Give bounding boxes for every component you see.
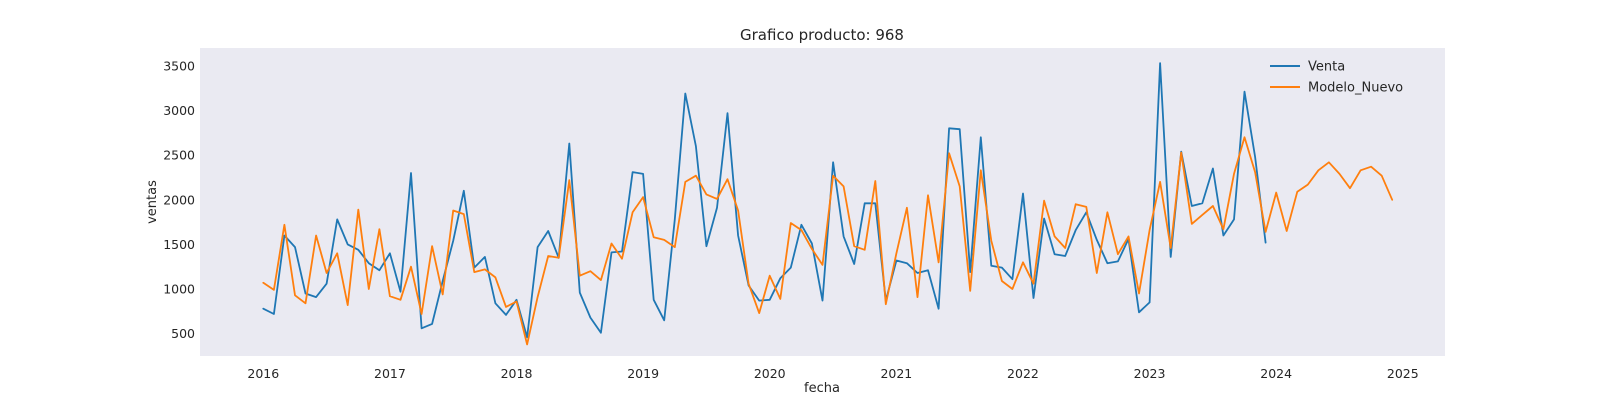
- x-tick-label-0: 2016: [247, 366, 279, 381]
- y-tick-label-3: 2000: [163, 192, 195, 207]
- x-tick-label-4: 2020: [754, 366, 786, 381]
- x-tick-label-3: 2019: [627, 366, 659, 381]
- legend-label-0: Venta: [1308, 60, 1345, 75]
- legend-label-1: Modelo_Nuevo: [1308, 81, 1403, 96]
- x-tick-label-2: 2018: [501, 366, 533, 381]
- x-tick-label-1: 2017: [374, 366, 406, 381]
- y-tick-label-5: 3000: [163, 103, 195, 118]
- plot-area: [200, 48, 1445, 356]
- y-tick-label-4: 2500: [163, 148, 195, 163]
- x-axis-label: fecha: [804, 381, 840, 396]
- x-tick-label-5: 2021: [880, 366, 912, 381]
- x-tick-label-6: 2022: [1007, 366, 1039, 381]
- x-tick-label-9: 2025: [1387, 366, 1419, 381]
- x-tick-label-8: 2024: [1260, 366, 1292, 381]
- y-tick-label-2: 1500: [163, 237, 195, 252]
- y-axis-label: ventas: [145, 180, 160, 224]
- y-tick-label-0: 500: [171, 326, 195, 341]
- x-tick-label-7: 2023: [1134, 366, 1166, 381]
- y-tick-label-6: 3500: [163, 58, 195, 73]
- y-tick-label-1: 1000: [163, 282, 195, 297]
- chart-title: Grafico producto: 968: [740, 26, 904, 44]
